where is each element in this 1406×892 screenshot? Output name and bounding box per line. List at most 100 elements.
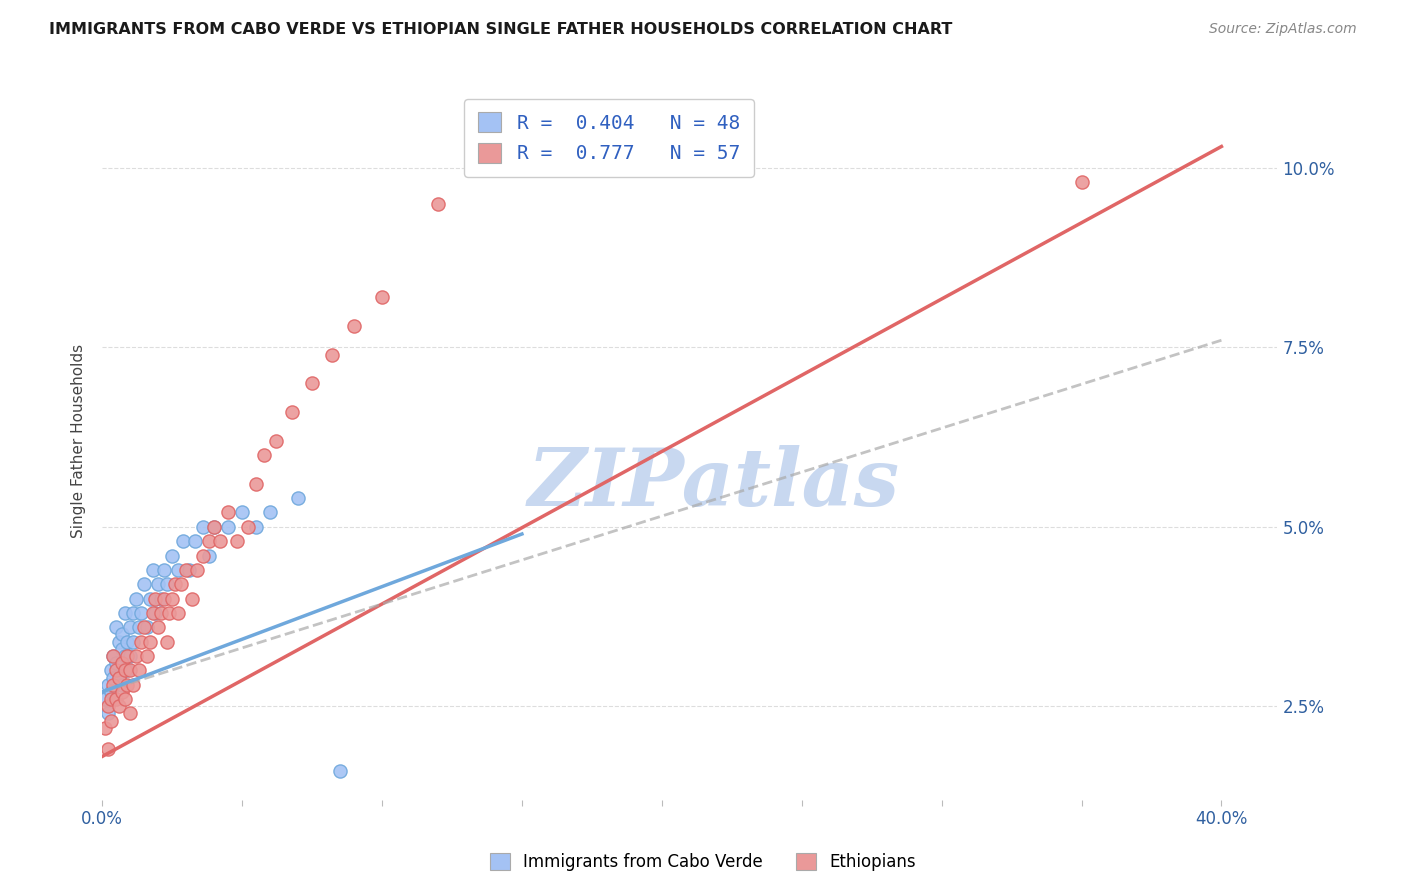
Point [245, 476, 267, 491]
Y-axis label: Single Father Households: Single Father Households [72, 343, 86, 538]
Point [149, 591, 172, 606]
Point [111, 641, 134, 656]
Point [131, 634, 153, 648]
Point [120, 648, 142, 663]
Point [139, 591, 162, 606]
Point [177, 563, 200, 577]
Point [105, 692, 128, 706]
Point [343, 318, 366, 333]
Point [114, 664, 136, 678]
Point [100, 685, 122, 699]
Point [202, 520, 225, 534]
Point [217, 520, 239, 534]
Point [287, 491, 309, 505]
Point [111, 656, 134, 670]
Point [139, 634, 162, 648]
Point [117, 678, 139, 692]
Point [103, 678, 125, 692]
Point [142, 606, 165, 620]
Text: IMMIGRANTS FROM CABO VERDE VS ETHIOPIAN SINGLE FATHER HOUSEHOLDS CORRELATION CHA: IMMIGRANTS FROM CABO VERDE VS ETHIOPIAN … [49, 22, 953, 37]
Point [166, 606, 188, 620]
Text: Source: ZipAtlas.com: Source: ZipAtlas.com [1209, 22, 1357, 37]
Point [231, 506, 253, 520]
Point [131, 606, 153, 620]
Point [100, 692, 122, 706]
Point [100, 714, 122, 728]
Point [197, 549, 219, 563]
Point [160, 549, 183, 563]
Point [264, 434, 287, 448]
Point [245, 520, 267, 534]
Point [183, 534, 205, 549]
Point [114, 692, 136, 706]
Point [329, 764, 352, 778]
Point [125, 648, 148, 663]
Point [125, 591, 148, 606]
Point [160, 591, 183, 606]
Point [114, 648, 136, 663]
Point [146, 577, 169, 591]
Point [105, 664, 128, 678]
Point [197, 534, 219, 549]
Point [128, 620, 150, 634]
Point [114, 606, 136, 620]
Point [321, 348, 343, 362]
Point [152, 591, 174, 606]
Point [145, 591, 167, 606]
Point [157, 606, 180, 620]
Point [186, 563, 208, 577]
Point [217, 506, 239, 520]
Point [122, 634, 145, 648]
Point [97, 678, 120, 692]
Point [103, 648, 125, 663]
Point [180, 591, 202, 606]
Point [225, 534, 247, 549]
Point [1070, 175, 1092, 189]
Point [174, 563, 197, 577]
Point [97, 706, 120, 721]
Point [134, 620, 156, 634]
Point [136, 648, 159, 663]
Point [97, 699, 120, 714]
Point [142, 563, 165, 577]
Point [111, 627, 134, 641]
Point [97, 742, 120, 756]
Point [94, 692, 117, 706]
Point [120, 706, 142, 721]
Point [120, 664, 142, 678]
Point [236, 520, 259, 534]
Point [155, 577, 177, 591]
Point [120, 620, 142, 634]
Point [136, 620, 159, 634]
Point [191, 549, 214, 563]
Point [117, 634, 139, 648]
Point [103, 671, 125, 685]
Point [371, 290, 394, 304]
Point [111, 678, 134, 692]
Point [108, 671, 131, 685]
Point [111, 685, 134, 699]
Point [128, 664, 150, 678]
Point [191, 520, 214, 534]
Text: ZIPatlas: ZIPatlas [527, 445, 900, 523]
Point [100, 664, 122, 678]
Point [108, 699, 131, 714]
Point [134, 577, 156, 591]
Point [172, 534, 194, 549]
Point [253, 448, 276, 462]
Point [122, 606, 145, 620]
Point [145, 606, 167, 620]
Point [103, 648, 125, 663]
Point [163, 577, 186, 591]
Point [208, 534, 231, 549]
Point [152, 563, 174, 577]
Point [146, 620, 169, 634]
Point [122, 678, 145, 692]
Point [155, 634, 177, 648]
Legend: Immigrants from Cabo Verde, Ethiopians: Immigrants from Cabo Verde, Ethiopians [481, 845, 925, 880]
Legend: R =  0.404   N = 48, R =  0.777   N = 57: R = 0.404 N = 48, R = 0.777 N = 57 [464, 99, 754, 177]
Point [117, 664, 139, 678]
Point [166, 563, 188, 577]
Point [105, 620, 128, 634]
Point [94, 721, 117, 735]
